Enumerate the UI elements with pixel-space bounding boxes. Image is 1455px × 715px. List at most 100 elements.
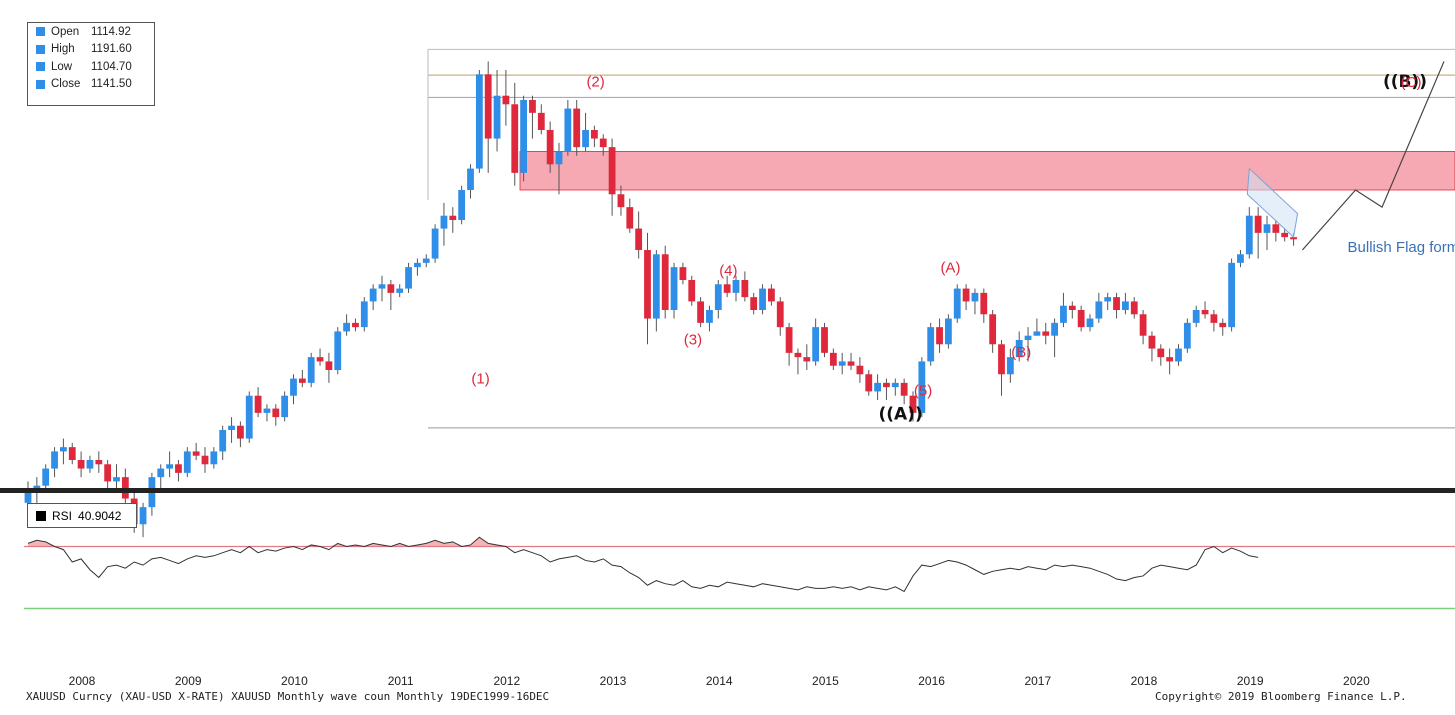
candle [431, 224, 439, 263]
candle [1254, 207, 1262, 259]
legend-value: 1191.60 [91, 43, 132, 56]
candle [520, 95, 527, 182]
candle [883, 378, 890, 400]
candle-body [582, 130, 589, 148]
candle [679, 262, 687, 285]
candle [290, 374, 297, 405]
candle [387, 280, 395, 310]
candle-body [564, 108, 572, 152]
candle [1086, 314, 1094, 332]
candle-body [1228, 262, 1235, 328]
candle [980, 288, 988, 323]
candle [237, 421, 244, 448]
wave-label: (1) [471, 371, 489, 388]
candle [1281, 228, 1289, 242]
candle [484, 61, 492, 173]
candle [1148, 331, 1156, 362]
wave-label: (C) [1401, 74, 1422, 91]
legend-swatch [36, 44, 45, 54]
x-tick-label: 2015 [812, 674, 839, 688]
candle-body [750, 297, 758, 310]
candle [343, 314, 350, 336]
candle-body [794, 352, 802, 358]
candle-body [166, 464, 173, 469]
candle [794, 348, 802, 375]
candle-body [723, 284, 731, 293]
candle-body [1157, 348, 1165, 358]
candle [68, 442, 76, 465]
candle-body [1033, 331, 1041, 336]
candle [918, 357, 926, 418]
candle-body [175, 464, 182, 473]
candle-body [759, 288, 766, 310]
candle [1139, 310, 1147, 345]
candle [475, 70, 483, 173]
candle [706, 305, 713, 332]
candle-body [829, 352, 837, 366]
candle-body [1254, 215, 1262, 233]
candle-body [192, 451, 200, 456]
legend-row-open: Open 1114.92 [28, 23, 154, 41]
candle [77, 451, 85, 478]
candle [298, 370, 306, 388]
candle [927, 322, 935, 366]
candle [768, 284, 775, 306]
candle [1051, 318, 1058, 358]
bullish-flag-channel [1246, 167, 1299, 239]
candle [414, 258, 421, 276]
candle [245, 391, 253, 443]
candle-body [644, 250, 651, 319]
candle [670, 262, 678, 319]
candle-body [900, 382, 908, 396]
candle-body [1139, 314, 1147, 336]
candle-body [298, 378, 306, 383]
candle [121, 468, 129, 508]
candle-body [838, 361, 846, 366]
wave-label: Bullish Flag forma [1348, 239, 1455, 256]
candle-body [511, 104, 519, 173]
candle-body [591, 130, 598, 139]
candle-body [1122, 301, 1129, 310]
candle-body [768, 288, 775, 302]
candle-body [334, 331, 342, 370]
candle [1104, 292, 1112, 310]
candle-body [1024, 335, 1032, 340]
candle-body [688, 280, 696, 302]
candle-body [555, 151, 563, 165]
candle-body [254, 395, 262, 413]
candle-body [369, 288, 377, 302]
wave-label: ((A)) [879, 404, 923, 424]
candle [608, 138, 616, 216]
candle-body [608, 147, 616, 195]
panel-separator [0, 488, 1455, 493]
candle [1201, 301, 1209, 319]
candle [1166, 348, 1174, 375]
candle [1113, 292, 1120, 319]
wave-label: (4) [719, 263, 737, 280]
candle-body [1051, 322, 1058, 336]
candle-body [502, 95, 510, 105]
rsi-value: 40.9042 [78, 508, 122, 523]
candle-body [626, 207, 634, 229]
candle-body [1245, 215, 1253, 255]
candle-body [1290, 237, 1297, 240]
candle-body [537, 112, 545, 130]
candle [325, 352, 333, 383]
candle-body [104, 464, 112, 482]
candle [874, 374, 881, 400]
candle-body [281, 395, 289, 418]
candle-body [387, 284, 395, 293]
candle [776, 297, 784, 336]
candle [723, 275, 731, 298]
legend-value: 1104.70 [91, 60, 132, 73]
candle-body [1175, 348, 1182, 362]
candle-body [1148, 335, 1156, 349]
rsi-legend: RSI 40.9042 [27, 503, 137, 528]
candle [1042, 322, 1050, 345]
candle-body [1166, 357, 1174, 362]
candle [582, 112, 589, 152]
candle [307, 352, 315, 388]
x-tick-label: 2017 [1024, 674, 1051, 688]
candle [51, 447, 58, 478]
candle-body [874, 382, 881, 392]
